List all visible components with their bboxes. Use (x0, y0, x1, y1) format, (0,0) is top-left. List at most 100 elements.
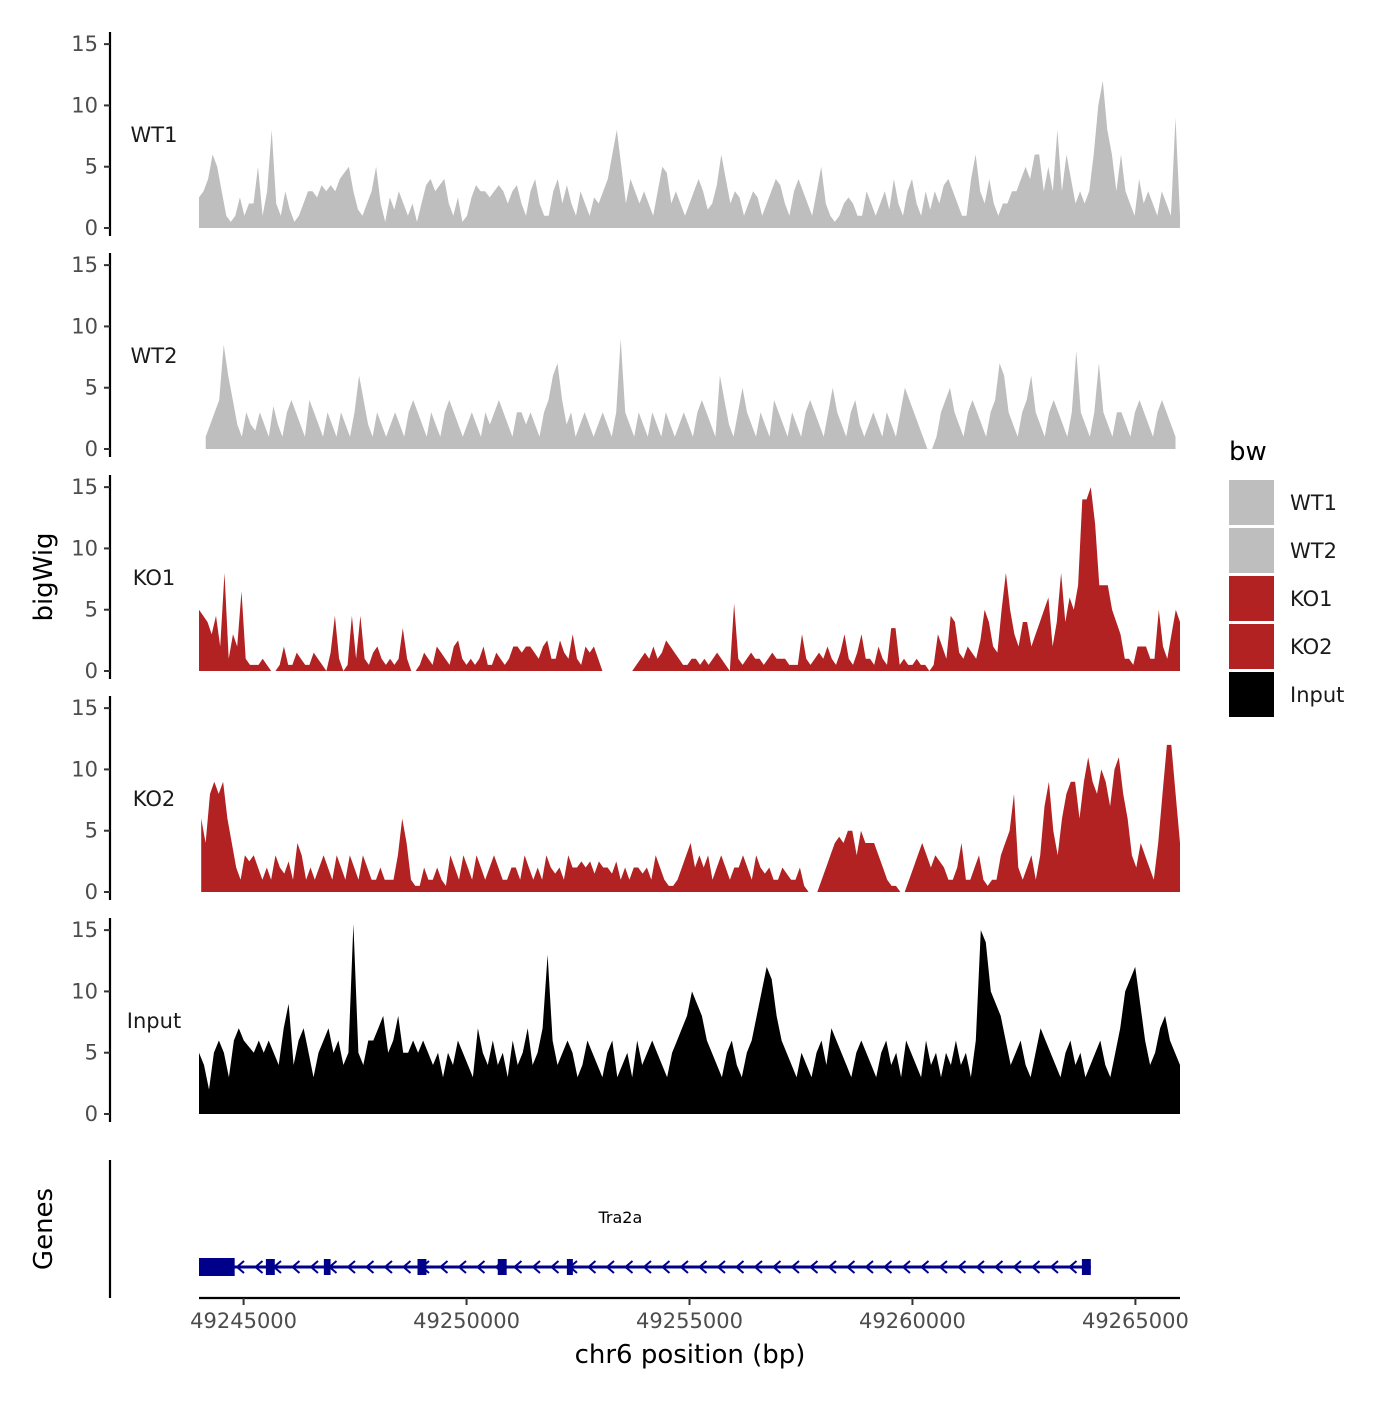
y-tick-label: 15 (71, 253, 98, 277)
y-tick-label: 15 (71, 475, 98, 499)
gene-name-label: Tra2a (597, 1208, 642, 1227)
legend-key-ko1 (1229, 576, 1274, 621)
tracks-layer: 0 5 10 15 WT1 0 5 10 15 WT2 0 5 10 15 KO1 0 5 10 15 KO2 0 5 10… (71, 32, 1180, 1126)
strand-arrow (586, 1260, 597, 1274)
strand-arrow (827, 1260, 837, 1274)
legend-key-ko2 (1229, 624, 1274, 669)
strand-arrow (753, 1260, 763, 1274)
strand-arrow (605, 1260, 615, 1274)
strand-arrow (253, 1260, 264, 1274)
legend: bw WT1 WT2 KO1 KO2 Input (1229, 437, 1344, 717)
strand-arrow (383, 1260, 393, 1274)
y-tick-label: 5 (85, 819, 98, 843)
strand-arrow (549, 1260, 560, 1274)
gene-exon (265, 1259, 275, 1275)
y-tick-label: 10 (71, 93, 98, 117)
x-tick-label: 49250000 (413, 1309, 520, 1333)
strand-arrow (845, 1260, 856, 1274)
gene-exon (199, 1258, 235, 1276)
strand-arrow (290, 1260, 301, 1274)
strand-arrow (938, 1260, 948, 1274)
gene-panel: Tra2a (108, 1160, 1091, 1298)
y-tick-label: 10 (71, 314, 98, 338)
y-tick-label: 0 (85, 1102, 98, 1126)
y-tick-label: 0 (85, 437, 98, 461)
gene-exon (417, 1259, 427, 1275)
strand-arrow (808, 1260, 819, 1274)
legend-label: WT2 (1290, 539, 1337, 563)
strand-arrow (309, 1260, 319, 1274)
strand-arrow (531, 1260, 541, 1274)
strand-arrow (790, 1260, 800, 1274)
x-tick-label: 49255000 (636, 1309, 743, 1333)
track-label: KO1 (133, 566, 176, 590)
track-label: KO2 (133, 787, 176, 811)
strand-arrow (1012, 1260, 1022, 1274)
strand-arrow (1067, 1260, 1078, 1274)
track-label: WT2 (131, 344, 178, 368)
gene-exon (1081, 1259, 1091, 1275)
strand-arrow (956, 1260, 967, 1274)
y-tick-label: 0 (85, 216, 98, 240)
coverage-area-ko1 (199, 487, 1180, 671)
strand-arrow (1049, 1260, 1059, 1274)
y-axis-title: bigWig (29, 532, 59, 621)
x-axis-title: chr6 position (bp) (575, 1340, 806, 1370)
gene-exon (497, 1259, 507, 1275)
legend-key-input (1229, 672, 1274, 717)
strand-arrow (475, 1260, 486, 1274)
gene-exon (323, 1259, 331, 1275)
y-tick-label: 5 (85, 155, 98, 179)
y-tick-label: 0 (85, 659, 98, 683)
coverage-area-wt2 (205, 338, 1176, 449)
coverage-area-wt1 (199, 80, 1180, 229)
y-tick-label: 15 (71, 32, 98, 56)
strand-arrow (919, 1260, 930, 1274)
strand-arrow (660, 1260, 671, 1274)
strand-arrow (346, 1260, 356, 1274)
coverage-area-input (199, 924, 1180, 1114)
legend-key-wt2 (1229, 528, 1274, 573)
strand-arrow (623, 1260, 634, 1274)
y-tick-label: 10 (71, 536, 98, 560)
strand-arrow (457, 1260, 467, 1274)
strand-arrow (901, 1260, 911, 1274)
y-tick-label: 0 (85, 880, 98, 904)
x-axis: 49245000 49250000 49255000 49260000 49265000 (190, 1296, 1189, 1333)
track-input: 0 5 10 15 Input (71, 918, 1180, 1126)
strand-arrow (771, 1260, 782, 1274)
legend-label: KO2 (1290, 635, 1333, 659)
gene-exon (566, 1259, 573, 1275)
y-tick-label: 10 (71, 757, 98, 781)
strand-arrow (364, 1260, 375, 1274)
track-label: WT1 (131, 123, 178, 147)
track-ko1: 0 5 10 15 KO1 (71, 475, 1180, 683)
strand-arrow (864, 1260, 874, 1274)
track-wt1: 0 5 10 15 WT1 (71, 32, 1180, 240)
track-wt2: 0 5 10 15 WT2 (71, 253, 1176, 461)
track-label: Input (127, 1009, 181, 1033)
strand-arrow (642, 1260, 652, 1274)
y-tick-label: 5 (85, 1041, 98, 1065)
x-tick-label: 49245000 (190, 1309, 297, 1333)
y-tick-label: 5 (85, 376, 98, 400)
strand-arrow (882, 1260, 893, 1274)
strand-arrow (679, 1260, 689, 1274)
strand-arrow (235, 1260, 245, 1274)
y-tick-label: 15 (71, 696, 98, 720)
y-tick-label: 10 (71, 979, 98, 1003)
legend-label: Input (1290, 683, 1344, 707)
strand-arrow (716, 1260, 726, 1274)
strand-arrow (401, 1260, 412, 1274)
strand-arrow (512, 1260, 523, 1274)
strand-arrow (734, 1260, 745, 1274)
x-tick-label: 49265000 (1082, 1309, 1189, 1333)
legend-label: WT1 (1290, 491, 1337, 515)
legend-label: KO1 (1290, 587, 1333, 611)
strand-arrow (975, 1260, 985, 1274)
coverage-area-ko2 (201, 744, 1180, 892)
y-tick-label: 15 (71, 918, 98, 942)
legend-title: bw (1229, 437, 1267, 467)
